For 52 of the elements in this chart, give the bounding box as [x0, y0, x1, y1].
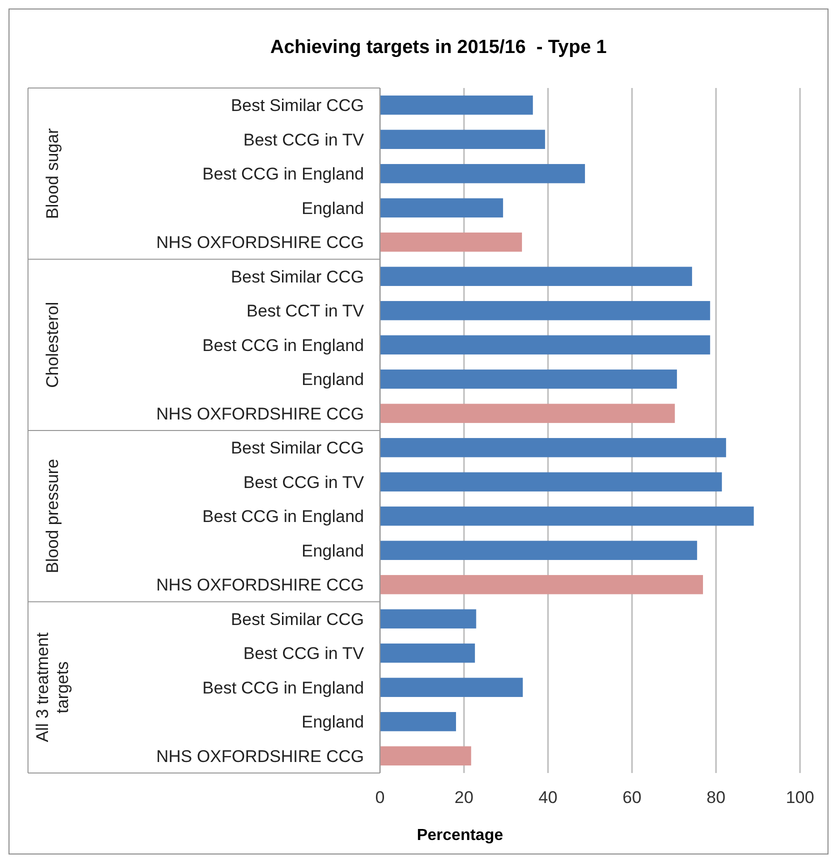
y-tick-label: Best CCG in TV — [243, 644, 365, 664]
y-tick-label: NHS OXFORDSHIRE CCG — [156, 576, 364, 595]
x-tick-label: 20 — [454, 788, 474, 807]
y-tick-label: Best CCG in England — [202, 507, 364, 526]
y-tick-label: Best Similar CCG — [230, 267, 364, 286]
y-tick-label: NHS OXFORDSHIRE CCG — [156, 746, 364, 766]
y-tick-label: Best Similar CCG — [230, 438, 364, 458]
text: Blood sugar — [42, 128, 62, 219]
y-tick-label: Best Similar CCG — [230, 96, 364, 116]
bar — [380, 370, 677, 389]
x-tick-label: 60 — [622, 788, 642, 807]
y-tick-label: NHS OXFORDSHIRE CCG — [156, 404, 364, 424]
bar — [380, 130, 546, 149]
x-axis-title: Percentage — [416, 827, 504, 844]
bar — [380, 266, 692, 286]
bar — [380, 164, 585, 184]
y-tick-label: Best CCG in TV — [243, 472, 365, 492]
bar — [380, 438, 726, 458]
y-tick-label: Best CCG in England — [202, 164, 364, 184]
bar — [380, 746, 472, 766]
y-tick-label: Best CCG in TV — [243, 130, 365, 150]
bar — [380, 540, 698, 560]
y-tick-label: Best Similar CCG — [230, 610, 364, 629]
chart-title: Achieving targets in 2015/16 - Type 1 — [270, 37, 608, 58]
y-tick-label: Best CCG in England — [202, 678, 364, 698]
bar — [380, 335, 710, 354]
y-tick-label: Best CCG in England — [202, 336, 364, 355]
y-tick-label: NHS OXFORDSHIRE CCG — [156, 233, 364, 252]
y-tick-label: England — [302, 198, 364, 218]
x-tick-label: 40 — [538, 788, 558, 807]
bar — [380, 712, 456, 732]
y-tick-label: England — [302, 541, 364, 560]
bar — [380, 506, 754, 526]
bar — [380, 575, 703, 594]
bar — [380, 96, 533, 115]
bar — [380, 678, 523, 697]
bar — [380, 644, 475, 663]
bar — [380, 232, 522, 252]
text: Cholesterol — [42, 302, 62, 388]
y-tick-label: England — [302, 712, 364, 732]
bar — [380, 472, 722, 492]
bar — [380, 198, 504, 218]
bar — [380, 609, 476, 628]
y-tick-label: Best CCT in TV — [246, 302, 365, 321]
bar — [380, 301, 710, 320]
y-tick-label: England — [302, 370, 364, 390]
text: All 3 treatment targets — [32, 632, 72, 742]
x-tick-label: 80 — [706, 788, 726, 807]
x-tick-label: 100 — [786, 788, 814, 807]
x-tick-label: 0 — [375, 788, 385, 807]
text: Blood pressure — [42, 458, 62, 574]
bar — [380, 404, 675, 423]
